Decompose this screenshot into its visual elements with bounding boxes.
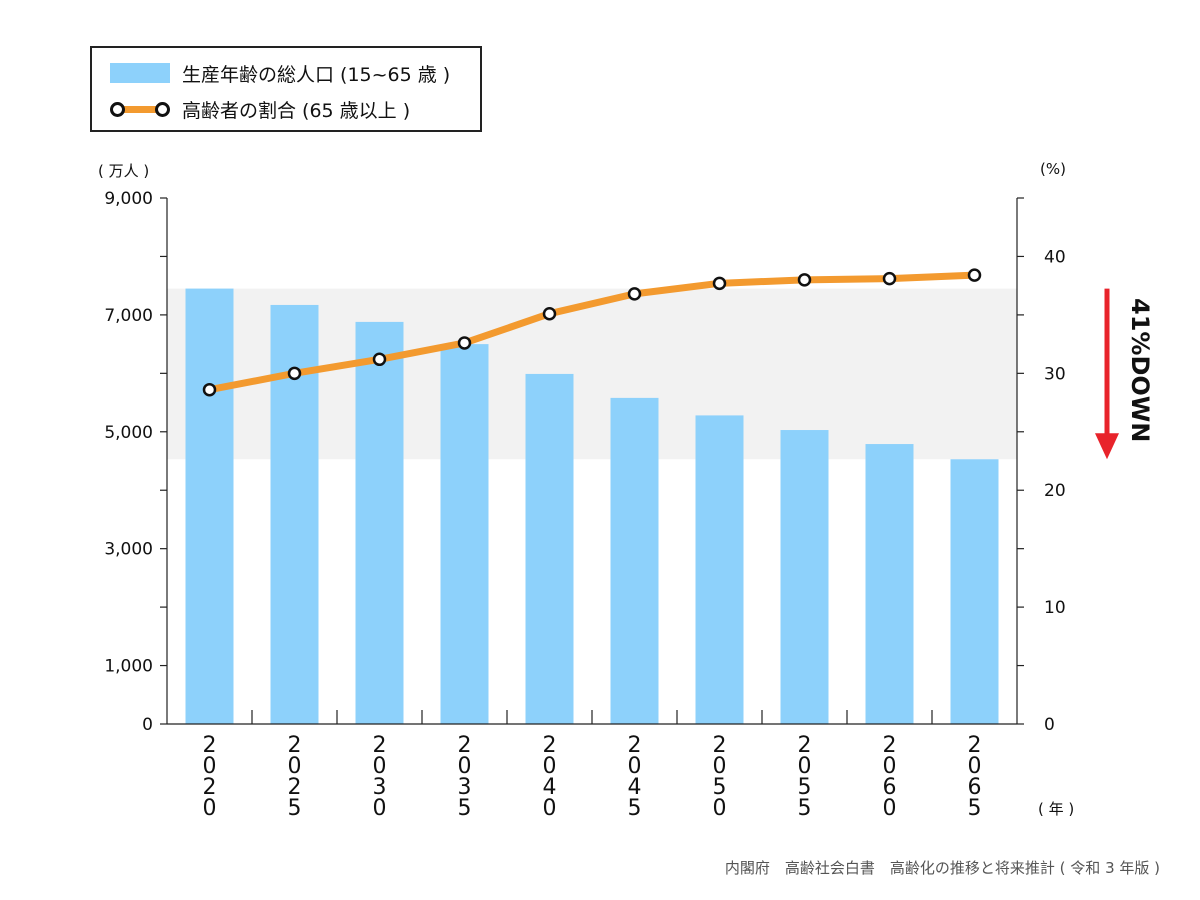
right-tick-label-20: 20 (1044, 481, 1066, 501)
bar-2065 (950, 459, 999, 724)
right-tick-label-10: 10 (1044, 598, 1066, 618)
bar-2060 (865, 444, 914, 724)
line-point-2045 (627, 287, 642, 301)
bar-series-layer (185, 288, 999, 724)
line-point-2060 (882, 271, 897, 286)
source-note: 内閣府 高齢社会白書 高齢化の推移と将来推計 ( 令和 3 年版 ) (724, 859, 1160, 877)
line-point-2020 (202, 382, 217, 397)
line-point-2050 (712, 276, 727, 291)
left-tick-label-1000: 1,000 (104, 657, 153, 677)
right-tick-label-40: 40 (1044, 247, 1066, 267)
bar-2055 (780, 430, 829, 724)
x-axis-unit: ( 年 ) (1038, 800, 1075, 818)
right-tick-label-0: 0 (1044, 715, 1055, 735)
down-arrow-head (1095, 433, 1119, 460)
legend-line-label: 高齢者の割合 (65 歳以上 ) (182, 99, 411, 122)
bar-2045 (610, 397, 659, 724)
legend-item-line: 高齢者の割合 (65 歳以上 ) (110, 96, 410, 122)
legend: 生産年齢の総人口 (15~65 歳 ) 高齢者の割合 (65 歳以上 ) (90, 46, 482, 132)
line-point-2065 (967, 268, 982, 282)
right-tick-label-30: 30 (1044, 364, 1066, 384)
left-tick-label-0: 0 (142, 715, 153, 735)
bar-2050 (695, 415, 744, 724)
bar-2030 (355, 321, 404, 724)
legend-bar-label: 生産年齢の総人口 (15~65 歳 ) (182, 63, 451, 86)
left-tick-label-3000: 3,000 (104, 540, 153, 560)
line-elderly-ratio (206, 271, 978, 394)
line-point-2025 (287, 366, 302, 381)
left-tick-label-7000: 7,000 (104, 306, 153, 326)
left-axis-unit: ( 万人 ) (98, 162, 150, 180)
legend-line-swatch (110, 99, 170, 119)
line-point-2055 (797, 273, 812, 287)
legend-item-bar: 生産年齢の総人口 (15~65 歳 ) (110, 60, 450, 86)
line-point-2035 (457, 336, 472, 350)
bar-2035 (440, 344, 489, 724)
line-point-2030 (372, 352, 387, 367)
legend-bar-swatch (110, 63, 170, 83)
left-tick-label-5000: 5,000 (104, 423, 153, 443)
bar-2040 (525, 373, 574, 724)
left-tick-label-9000: 9,000 (104, 189, 153, 209)
bar-2020 (185, 288, 234, 724)
annotation-41-down: 41%DOWN (1126, 298, 1154, 442)
annotation-layer: 41%DOWN (1095, 288, 1154, 460)
line-point-2040 (542, 306, 557, 321)
right-axis-unit: (%) (1040, 160, 1066, 178)
line-series-layer (202, 268, 982, 397)
